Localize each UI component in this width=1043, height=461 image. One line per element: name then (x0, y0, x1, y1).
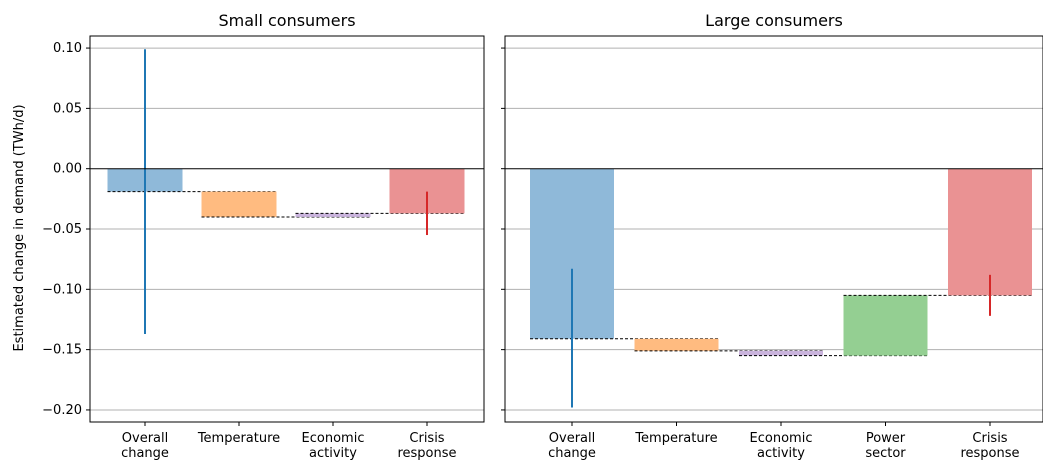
x-tick-label-line2: change (121, 446, 169, 461)
y-tick-label: 0.00 (53, 162, 82, 177)
x-tick-label: Overall (122, 431, 168, 446)
y-tick-label: −0.15 (42, 343, 82, 358)
x-tick-label: Temperature (634, 431, 717, 446)
y-tick-label: −0.10 (42, 282, 82, 297)
panel-title: Small consumers (218, 11, 355, 30)
panel-title: Large consumers (705, 11, 843, 30)
x-tick-label-line2: response (960, 446, 1019, 461)
bar-economic (739, 350, 823, 356)
x-tick-label-line2: activity (309, 446, 357, 461)
bar-crisis (948, 168, 1032, 296)
x-tick-label: Temperature (197, 431, 280, 446)
y-axis-label: Estimated change in demand (TWh/d) (12, 104, 27, 351)
x-tick-label: Overall (549, 431, 595, 446)
x-tick-label: Crisis (409, 431, 444, 446)
y-tick-label: −0.05 (42, 222, 82, 237)
x-tick-label-line2: change (548, 446, 596, 461)
x-tick-label-line2: response (397, 446, 456, 461)
bar-temperature (634, 338, 719, 351)
y-tick-label: 0.10 (53, 41, 82, 56)
y-tick-label: −0.20 (42, 403, 82, 418)
x-tick-label-line2: activity (757, 446, 805, 461)
x-tick-label: Crisis (972, 431, 1007, 446)
bar-economic (295, 213, 371, 217)
x-tick-label: Economic (302, 431, 365, 446)
bar-power (843, 295, 928, 356)
x-tick-label-line2: sector (865, 446, 906, 461)
bar-temperature (201, 191, 277, 217)
y-tick-label: 0.05 (53, 101, 82, 116)
x-tick-label: Economic (750, 431, 813, 446)
x-tick-label: Power (866, 431, 906, 446)
